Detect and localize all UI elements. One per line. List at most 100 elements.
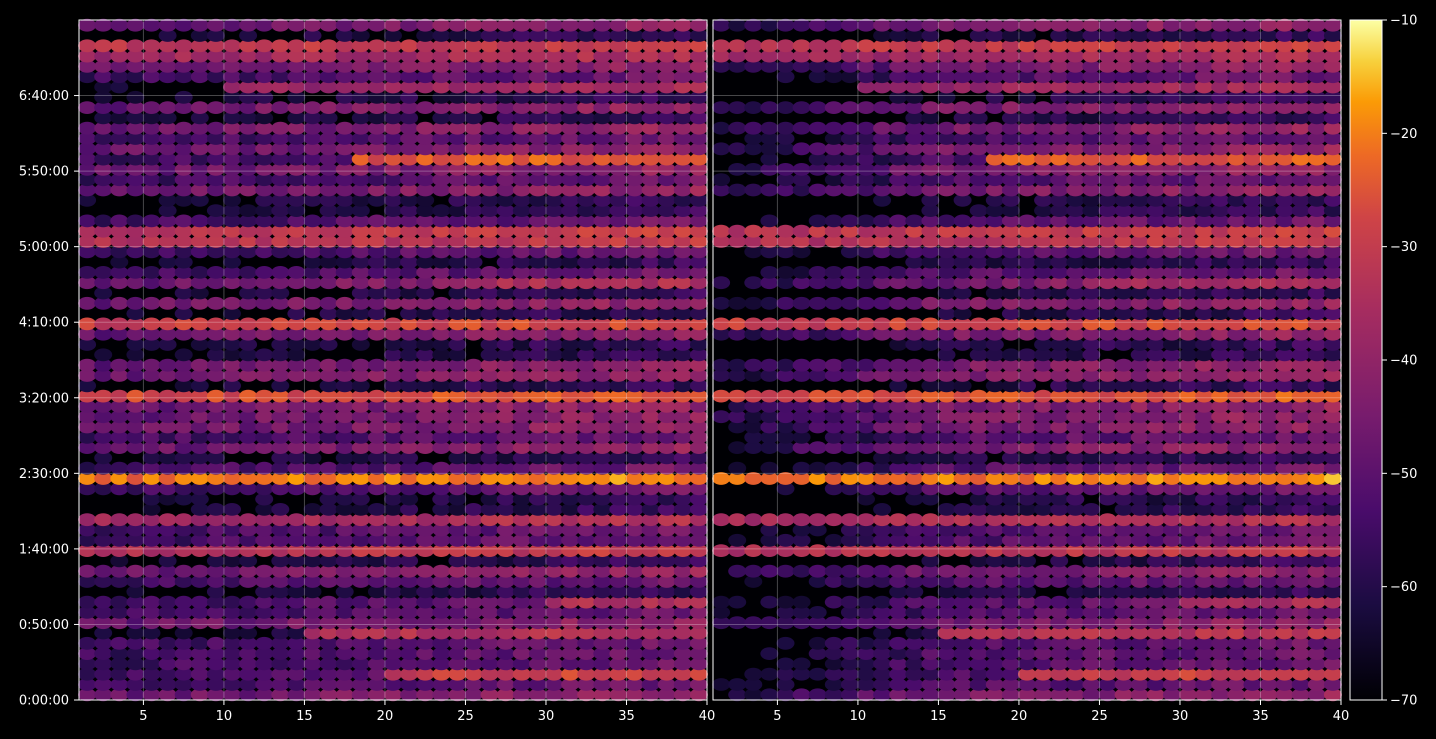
heatmap-cell	[1130, 430, 1149, 444]
heatmap-cell	[969, 80, 988, 94]
heatmap-cell	[335, 595, 354, 609]
heatmap-cell	[840, 235, 859, 248]
heatmap-cell	[937, 647, 956, 660]
heatmap-cell	[1066, 626, 1085, 640]
heatmap-cell	[384, 420, 402, 434]
heatmap-cell	[174, 606, 193, 619]
heatmap-cell	[593, 400, 612, 413]
heatmap-cell	[126, 688, 145, 702]
heatmap-cell	[760, 235, 779, 248]
heatmap-cell	[448, 430, 467, 444]
heatmap-cell	[110, 482, 129, 496]
heatmap-cell	[512, 39, 531, 53]
heatmap-cell	[561, 214, 580, 228]
heatmap-cell	[416, 410, 435, 424]
heatmap-cell	[287, 533, 306, 547]
heatmap-cell	[689, 338, 708, 351]
heatmap-cell	[1082, 276, 1101, 290]
heatmap-cell	[1275, 420, 1294, 434]
heatmap-cell	[937, 327, 956, 341]
heatmap-cell	[625, 70, 644, 84]
heatmap-cell	[367, 441, 386, 454]
heatmap-cell	[625, 307, 644, 320]
heatmap-cell	[1034, 482, 1053, 496]
heatmap-cell	[190, 173, 209, 187]
heatmap-cell	[1001, 80, 1020, 94]
heatmap-cell	[545, 389, 563, 403]
heatmap-cell	[1291, 338, 1310, 351]
heatmap-cell	[496, 286, 515, 300]
heatmap-cell	[1082, 307, 1101, 320]
heatmap-cell	[528, 132, 547, 145]
heatmap-cell	[641, 533, 660, 547]
heatmap-cell	[448, 111, 467, 125]
heatmap-cell	[255, 132, 274, 145]
heatmap-cell	[561, 544, 580, 557]
heatmap-cell	[239, 142, 258, 156]
heatmap-cell	[1275, 276, 1294, 290]
heatmap-cell	[840, 595, 859, 609]
heatmap-cell	[728, 317, 747, 331]
heatmap-cell	[1146, 245, 1165, 259]
heatmap-cell	[384, 503, 402, 516]
heatmap-cell	[126, 420, 145, 434]
heatmap-cell	[921, 173, 940, 187]
heatmap-cell	[673, 132, 692, 145]
heatmap-cell	[448, 132, 467, 145]
heatmap-cell	[673, 60, 692, 73]
heatmap-cell	[905, 173, 924, 187]
heatmap-cell	[126, 472, 145, 485]
heatmap-cell	[641, 296, 660, 310]
heatmap-cell	[1098, 667, 1117, 681]
heatmap-cell	[158, 564, 177, 578]
heatmap-cell	[1162, 142, 1181, 156]
heatmap-cell	[94, 523, 113, 537]
heatmap-cell	[625, 389, 644, 403]
heatmap-cell	[1034, 173, 1053, 187]
heatmap-cell	[416, 420, 435, 434]
heatmap-cell	[1082, 400, 1101, 413]
heatmap-cell	[432, 163, 451, 176]
heatmap-cell	[94, 163, 113, 176]
heatmap-cell	[271, 276, 290, 290]
heatmap-cell	[271, 214, 290, 228]
heatmap-cell	[1018, 266, 1036, 279]
heatmap-cell	[480, 121, 499, 135]
heatmap-cell	[1114, 245, 1133, 259]
heatmap-cell	[1243, 286, 1262, 300]
heatmap-cell	[78, 636, 97, 650]
heatmap-cell	[1211, 554, 1230, 568]
heatmap-cell	[1146, 60, 1165, 73]
x-tick-label: 40	[1333, 709, 1350, 724]
heatmap-cell	[824, 410, 843, 424]
heatmap-cell	[1211, 193, 1230, 207]
heatmap-cell	[271, 348, 290, 362]
heatmap-cell	[1323, 400, 1342, 413]
heatmap-cell	[512, 214, 531, 228]
heatmap-cell	[271, 554, 290, 568]
heatmap-cell	[512, 492, 531, 506]
heatmap-cell	[464, 266, 483, 279]
heatmap-cell	[985, 132, 1004, 145]
heatmap-cell	[464, 564, 483, 578]
heatmap-cell	[744, 616, 763, 630]
heatmap-cell	[1130, 338, 1149, 351]
heatmap-cell	[126, 39, 145, 53]
heatmap-cell	[1227, 482, 1246, 496]
heatmap-cell	[760, 317, 779, 331]
heatmap-cell	[1146, 39, 1165, 53]
heatmap-cell	[223, 420, 241, 434]
heatmap-cell	[1034, 348, 1053, 362]
heatmap-cell	[905, 29, 924, 42]
heatmap-cell	[1323, 121, 1342, 135]
heatmap-cell	[593, 647, 612, 660]
heatmap-cell	[969, 513, 988, 527]
heatmap-cell	[673, 410, 692, 424]
heatmap-cell	[889, 544, 908, 557]
heatmap-cell	[1259, 564, 1278, 578]
heatmap-cell	[1323, 193, 1342, 207]
heatmap-cell	[158, 400, 177, 413]
heatmap-cell	[1001, 163, 1020, 176]
heatmap-cell	[1082, 461, 1101, 475]
heatmap-cell	[577, 18, 596, 32]
